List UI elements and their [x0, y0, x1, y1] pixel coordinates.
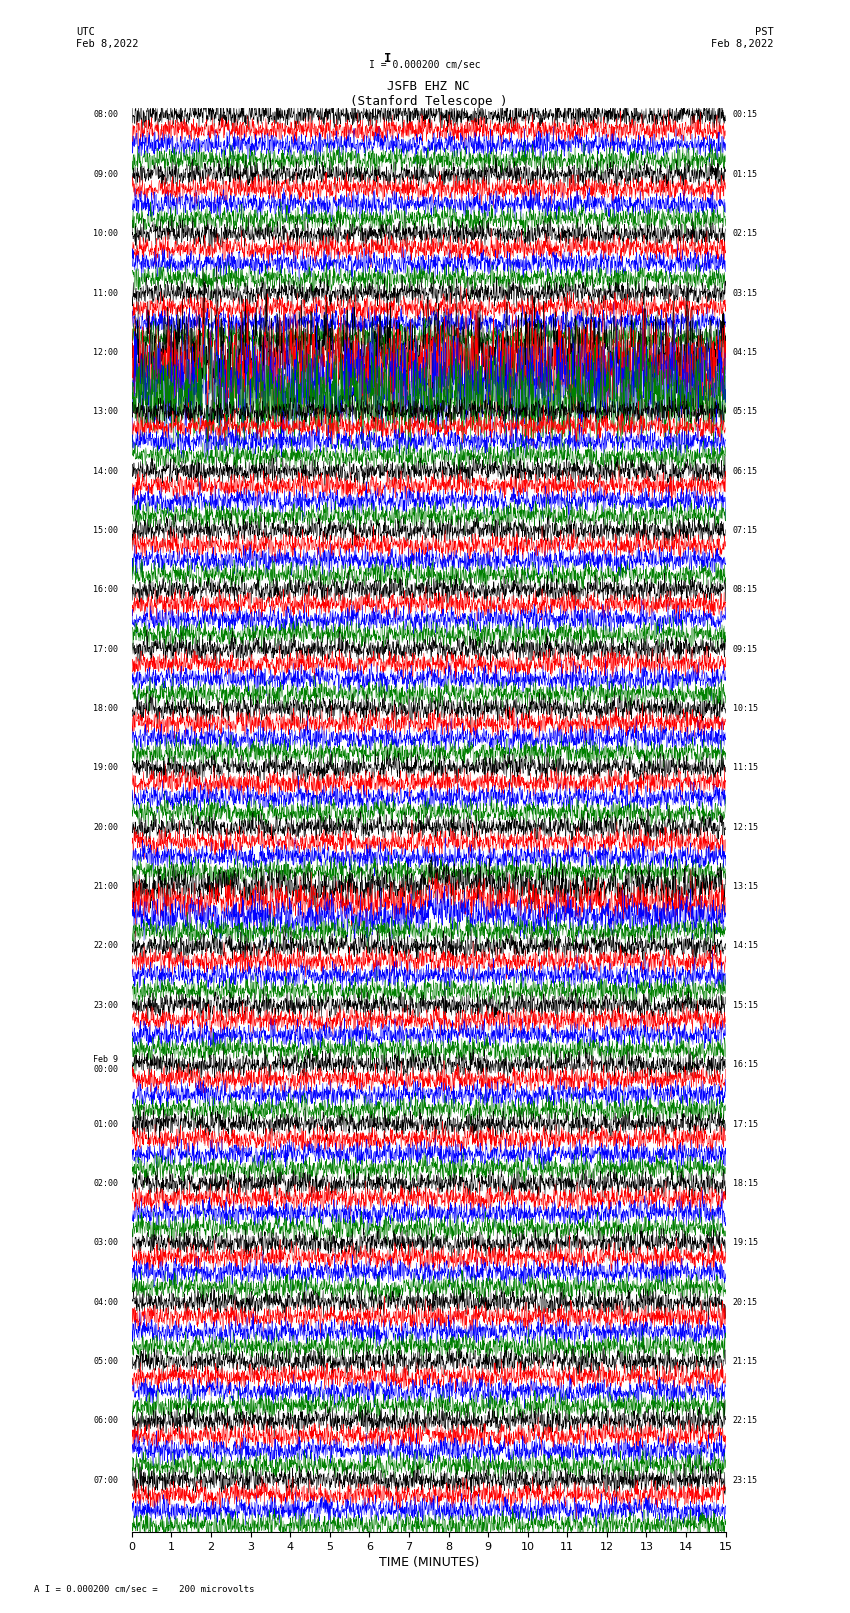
Text: 01:15: 01:15 [733, 169, 757, 179]
Text: 19:15: 19:15 [733, 1239, 757, 1247]
Text: 18:00: 18:00 [93, 703, 118, 713]
X-axis label: TIME (MINUTES): TIME (MINUTES) [378, 1557, 479, 1569]
Text: 05:00: 05:00 [93, 1357, 118, 1366]
Text: 10:15: 10:15 [733, 703, 757, 713]
Text: 12:00: 12:00 [93, 348, 118, 356]
Text: 15:00: 15:00 [93, 526, 118, 536]
Text: 21:00: 21:00 [93, 882, 118, 890]
Text: I = 0.000200 cm/sec: I = 0.000200 cm/sec [369, 60, 481, 69]
Text: Feb 8,2022: Feb 8,2022 [76, 39, 139, 48]
Text: 07:15: 07:15 [733, 526, 757, 536]
Text: 11:00: 11:00 [93, 289, 118, 297]
Text: 07:00: 07:00 [93, 1476, 118, 1484]
Text: 21:15: 21:15 [733, 1357, 757, 1366]
Text: 03:00: 03:00 [93, 1239, 118, 1247]
Text: 20:15: 20:15 [733, 1297, 757, 1307]
Text: 06:00: 06:00 [93, 1416, 118, 1426]
Text: 04:15: 04:15 [733, 348, 757, 356]
Text: 18:15: 18:15 [733, 1179, 757, 1187]
Text: A I = 0.000200 cm/sec =    200 microvolts: A I = 0.000200 cm/sec = 200 microvolts [34, 1584, 254, 1594]
Text: 12:15: 12:15 [733, 823, 757, 832]
Text: 01:00: 01:00 [93, 1119, 118, 1129]
Text: 04:00: 04:00 [93, 1297, 118, 1307]
Text: 16:15: 16:15 [733, 1060, 757, 1069]
Text: 00:15: 00:15 [733, 110, 757, 119]
Text: Feb 8,2022: Feb 8,2022 [711, 39, 774, 48]
Text: 22:15: 22:15 [733, 1416, 757, 1426]
Text: 17:15: 17:15 [733, 1119, 757, 1129]
Text: PST: PST [755, 27, 774, 37]
Text: 13:00: 13:00 [93, 406, 118, 416]
Text: 16:00: 16:00 [93, 586, 118, 594]
Text: I: I [384, 52, 391, 65]
Text: 23:00: 23:00 [93, 1000, 118, 1010]
Text: 11:15: 11:15 [733, 763, 757, 773]
Text: 02:00: 02:00 [93, 1179, 118, 1187]
Text: 10:00: 10:00 [93, 229, 118, 239]
Text: 23:15: 23:15 [733, 1476, 757, 1484]
Text: 02:15: 02:15 [733, 229, 757, 239]
Text: 09:15: 09:15 [733, 645, 757, 653]
Text: 13:15: 13:15 [733, 882, 757, 890]
Text: 06:15: 06:15 [733, 466, 757, 476]
Text: UTC: UTC [76, 27, 95, 37]
Title: JSFB EHZ NC
(Stanford Telescope ): JSFB EHZ NC (Stanford Telescope ) [350, 79, 507, 108]
Text: 22:00: 22:00 [93, 942, 118, 950]
Text: 19:00: 19:00 [93, 763, 118, 773]
Text: 14:00: 14:00 [93, 466, 118, 476]
Text: 03:15: 03:15 [733, 289, 757, 297]
Text: 08:15: 08:15 [733, 586, 757, 594]
Text: 09:00: 09:00 [93, 169, 118, 179]
Text: 20:00: 20:00 [93, 823, 118, 832]
Text: 15:15: 15:15 [733, 1000, 757, 1010]
Text: 17:00: 17:00 [93, 645, 118, 653]
Text: Feb 9
00:00: Feb 9 00:00 [93, 1055, 118, 1074]
Text: 14:15: 14:15 [733, 942, 757, 950]
Text: 05:15: 05:15 [733, 406, 757, 416]
Text: 08:00: 08:00 [93, 110, 118, 119]
